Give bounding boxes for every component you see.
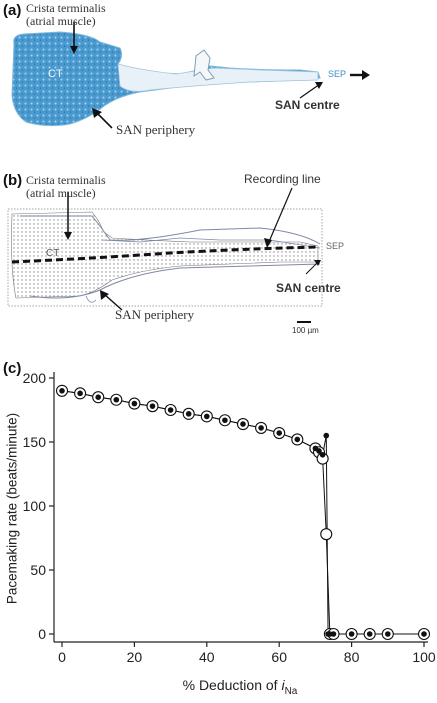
- panel-b-crista-label-1: Crista terminalis: [26, 173, 106, 187]
- filled-marker: [185, 411, 192, 417]
- filled-marker: [258, 425, 264, 431]
- y-tick-label: 150: [23, 434, 47, 450]
- y-tick-label: 200: [23, 370, 47, 386]
- x-tick-label: 60: [271, 649, 287, 665]
- x-tick-label: 20: [127, 649, 143, 665]
- y-axis-label: Pacemaking rate (beats/minute): [4, 412, 20, 605]
- filled-marker: [204, 413, 210, 420]
- panel-b-schematic: CT: [7, 187, 323, 323]
- chart-series: [55, 384, 431, 641]
- x-tick-label: 40: [199, 649, 215, 665]
- panel-a-crista-label-1: Crista terminalis: [26, 1, 106, 15]
- filled-marker: [276, 430, 283, 436]
- x-axis-label-italic: i: [281, 677, 285, 693]
- open-marker: [320, 528, 333, 541]
- filled-marker: [323, 432, 330, 439]
- x-axis-label: % Deduction of iNa: [130, 677, 350, 697]
- panel-b-ct-label: CT: [46, 248, 59, 259]
- panel-b-crista-label-2: (atrial muscle): [26, 186, 96, 200]
- filled-marker: [385, 631, 391, 637]
- y-tick-label: 100: [23, 498, 47, 514]
- filled-marker: [348, 631, 355, 637]
- filled-marker: [113, 396, 120, 403]
- filled-marker: [222, 417, 228, 424]
- filled-marker: [59, 388, 65, 394]
- x-tick-label: 100: [412, 649, 436, 665]
- y-tick-label: 50: [30, 562, 46, 578]
- panel-a-tissue-image: CT: [11, 22, 370, 129]
- filled-marker: [421, 631, 427, 637]
- panel-a-san-centre-label: SAN centre: [275, 98, 340, 112]
- filled-marker: [95, 394, 101, 401]
- panel-a-crista-label-2: (atrial muscle): [26, 14, 96, 28]
- panel-c-letter: (c): [3, 360, 22, 377]
- filled-marker: [319, 452, 326, 458]
- panel-b-san-periphery-label: SAN periphery: [115, 307, 195, 322]
- panel-b-recording-line-label: Recording line: [244, 172, 321, 186]
- panel-a-sep-label: SEP: [328, 69, 347, 79]
- filled-marker: [366, 631, 373, 637]
- panel-b-scale-label: 100 µm: [292, 326, 319, 335]
- panel-a-letter: (a): [3, 2, 22, 19]
- filled-marker: [294, 436, 301, 443]
- filled-marker: [330, 631, 337, 637]
- filled-marker: [149, 403, 156, 409]
- filled-marker: [131, 400, 138, 407]
- panel-a-san-periphery-label: SAN periphery: [116, 122, 196, 137]
- chart-ticks: 0 50 100 150 200 0 20 40 60 80 100: [23, 370, 436, 665]
- x-tick-label: 0: [58, 649, 66, 665]
- filled-marker: [167, 407, 174, 413]
- filled-marker: [316, 448, 322, 454]
- filled-marker: [240, 421, 246, 427]
- panel-b-sep-label: SEP: [326, 241, 345, 251]
- panel-b-san-centre-label: SAN centre: [276, 281, 341, 295]
- panel-a-ct-label: CT: [48, 68, 63, 80]
- chart-axes: [53, 372, 428, 643]
- panel-b-letter: (b): [3, 172, 23, 189]
- y-tick-label: 0: [38, 626, 46, 642]
- x-tick-label: 80: [344, 649, 360, 665]
- filled-marker: [77, 390, 83, 397]
- x-axis-label-prefix: % Deduction of: [182, 677, 282, 693]
- x-axis-label-sub: Na: [284, 685, 298, 697]
